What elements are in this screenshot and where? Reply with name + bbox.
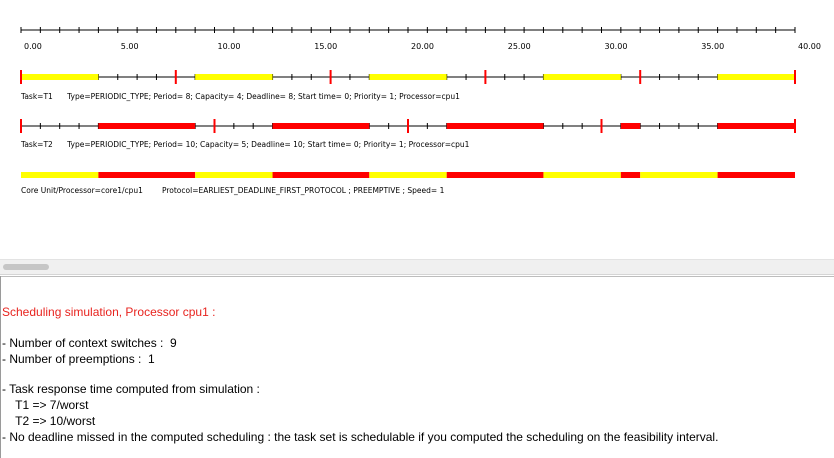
core-execution-segment	[640, 172, 718, 178]
t2-response-time: T2 => 10/worst	[2, 414, 96, 428]
time-axis-label: 40.00	[798, 42, 821, 51]
scheduling-timeline: 0.00 5.00 10.00 15.00 20.00 25.00 30.00 35.00 40…	[20, 27, 821, 195]
core-unit-info: Core Unit/Processor=core1/cpu1 Protocol=…	[21, 186, 445, 195]
t1-response-time: T1 => 7/worst	[2, 398, 89, 412]
core-execution-segment	[195, 172, 273, 178]
scrollbar-thumb[interactable]	[3, 264, 49, 270]
task-running-bar	[717, 74, 795, 80]
time-axis-label: 15.00	[314, 42, 337, 51]
core-execution-segment	[543, 172, 621, 178]
simulation-results-pane: Scheduling simulation, Processor cpu1 : …	[0, 290, 834, 458]
core-execution-segment	[620, 172, 641, 178]
time-axis-label: 30.00	[605, 42, 628, 51]
task-running-bar	[446, 123, 544, 129]
core-execution-segment	[446, 172, 544, 178]
results-pane-border	[0, 276, 1, 458]
pane-divider[interactable]	[0, 276, 834, 277]
timeline-canvas: 0.00 5.00 10.00 15.00 20.00 25.00 30.00 35.00 40…	[20, 27, 821, 178]
core-execution-segment	[272, 172, 370, 178]
time-axis-label: 20.00	[411, 42, 434, 51]
deadline-note: - No deadline missed in the computed sch…	[2, 430, 719, 444]
task-t1-info: Task=T1 Type=PERIODIC_TYPE; Period= 8; C…	[21, 92, 460, 101]
context-switches-line: - Number of context switches : 9	[2, 336, 177, 350]
time-axis-label: 5.00	[121, 42, 139, 51]
time-axis-label: 35.00	[701, 42, 724, 51]
results-title: Scheduling simulation, Processor cpu1 :	[2, 305, 216, 319]
task-running-bar	[543, 74, 621, 80]
time-axis-label: 25.00	[508, 42, 531, 51]
task-running-bar	[369, 74, 447, 80]
time-axis-label: 0.00	[24, 42, 42, 51]
response-time-header: - Task response time computed from simul…	[2, 382, 260, 396]
horizontal-scrollbar[interactable]	[0, 259, 834, 275]
core-execution-segment	[369, 172, 447, 178]
task-running-bar	[717, 123, 795, 129]
task-running-bar	[272, 123, 370, 129]
task-running-bar	[195, 74, 273, 80]
time-axis-label: 10.00	[218, 42, 241, 51]
task-running-bar	[98, 123, 196, 129]
preemptions-line: - Number of preemptions : 1	[2, 352, 155, 366]
task-t2-info: Task=T2 Type=PERIODIC_TYPE; Period= 10; …	[21, 140, 470, 149]
core-execution-segment	[98, 172, 196, 178]
core-execution-segment	[717, 172, 795, 178]
core-execution-segment	[21, 172, 99, 178]
task-running-bar	[21, 74, 99, 80]
task-running-bar	[620, 123, 641, 129]
